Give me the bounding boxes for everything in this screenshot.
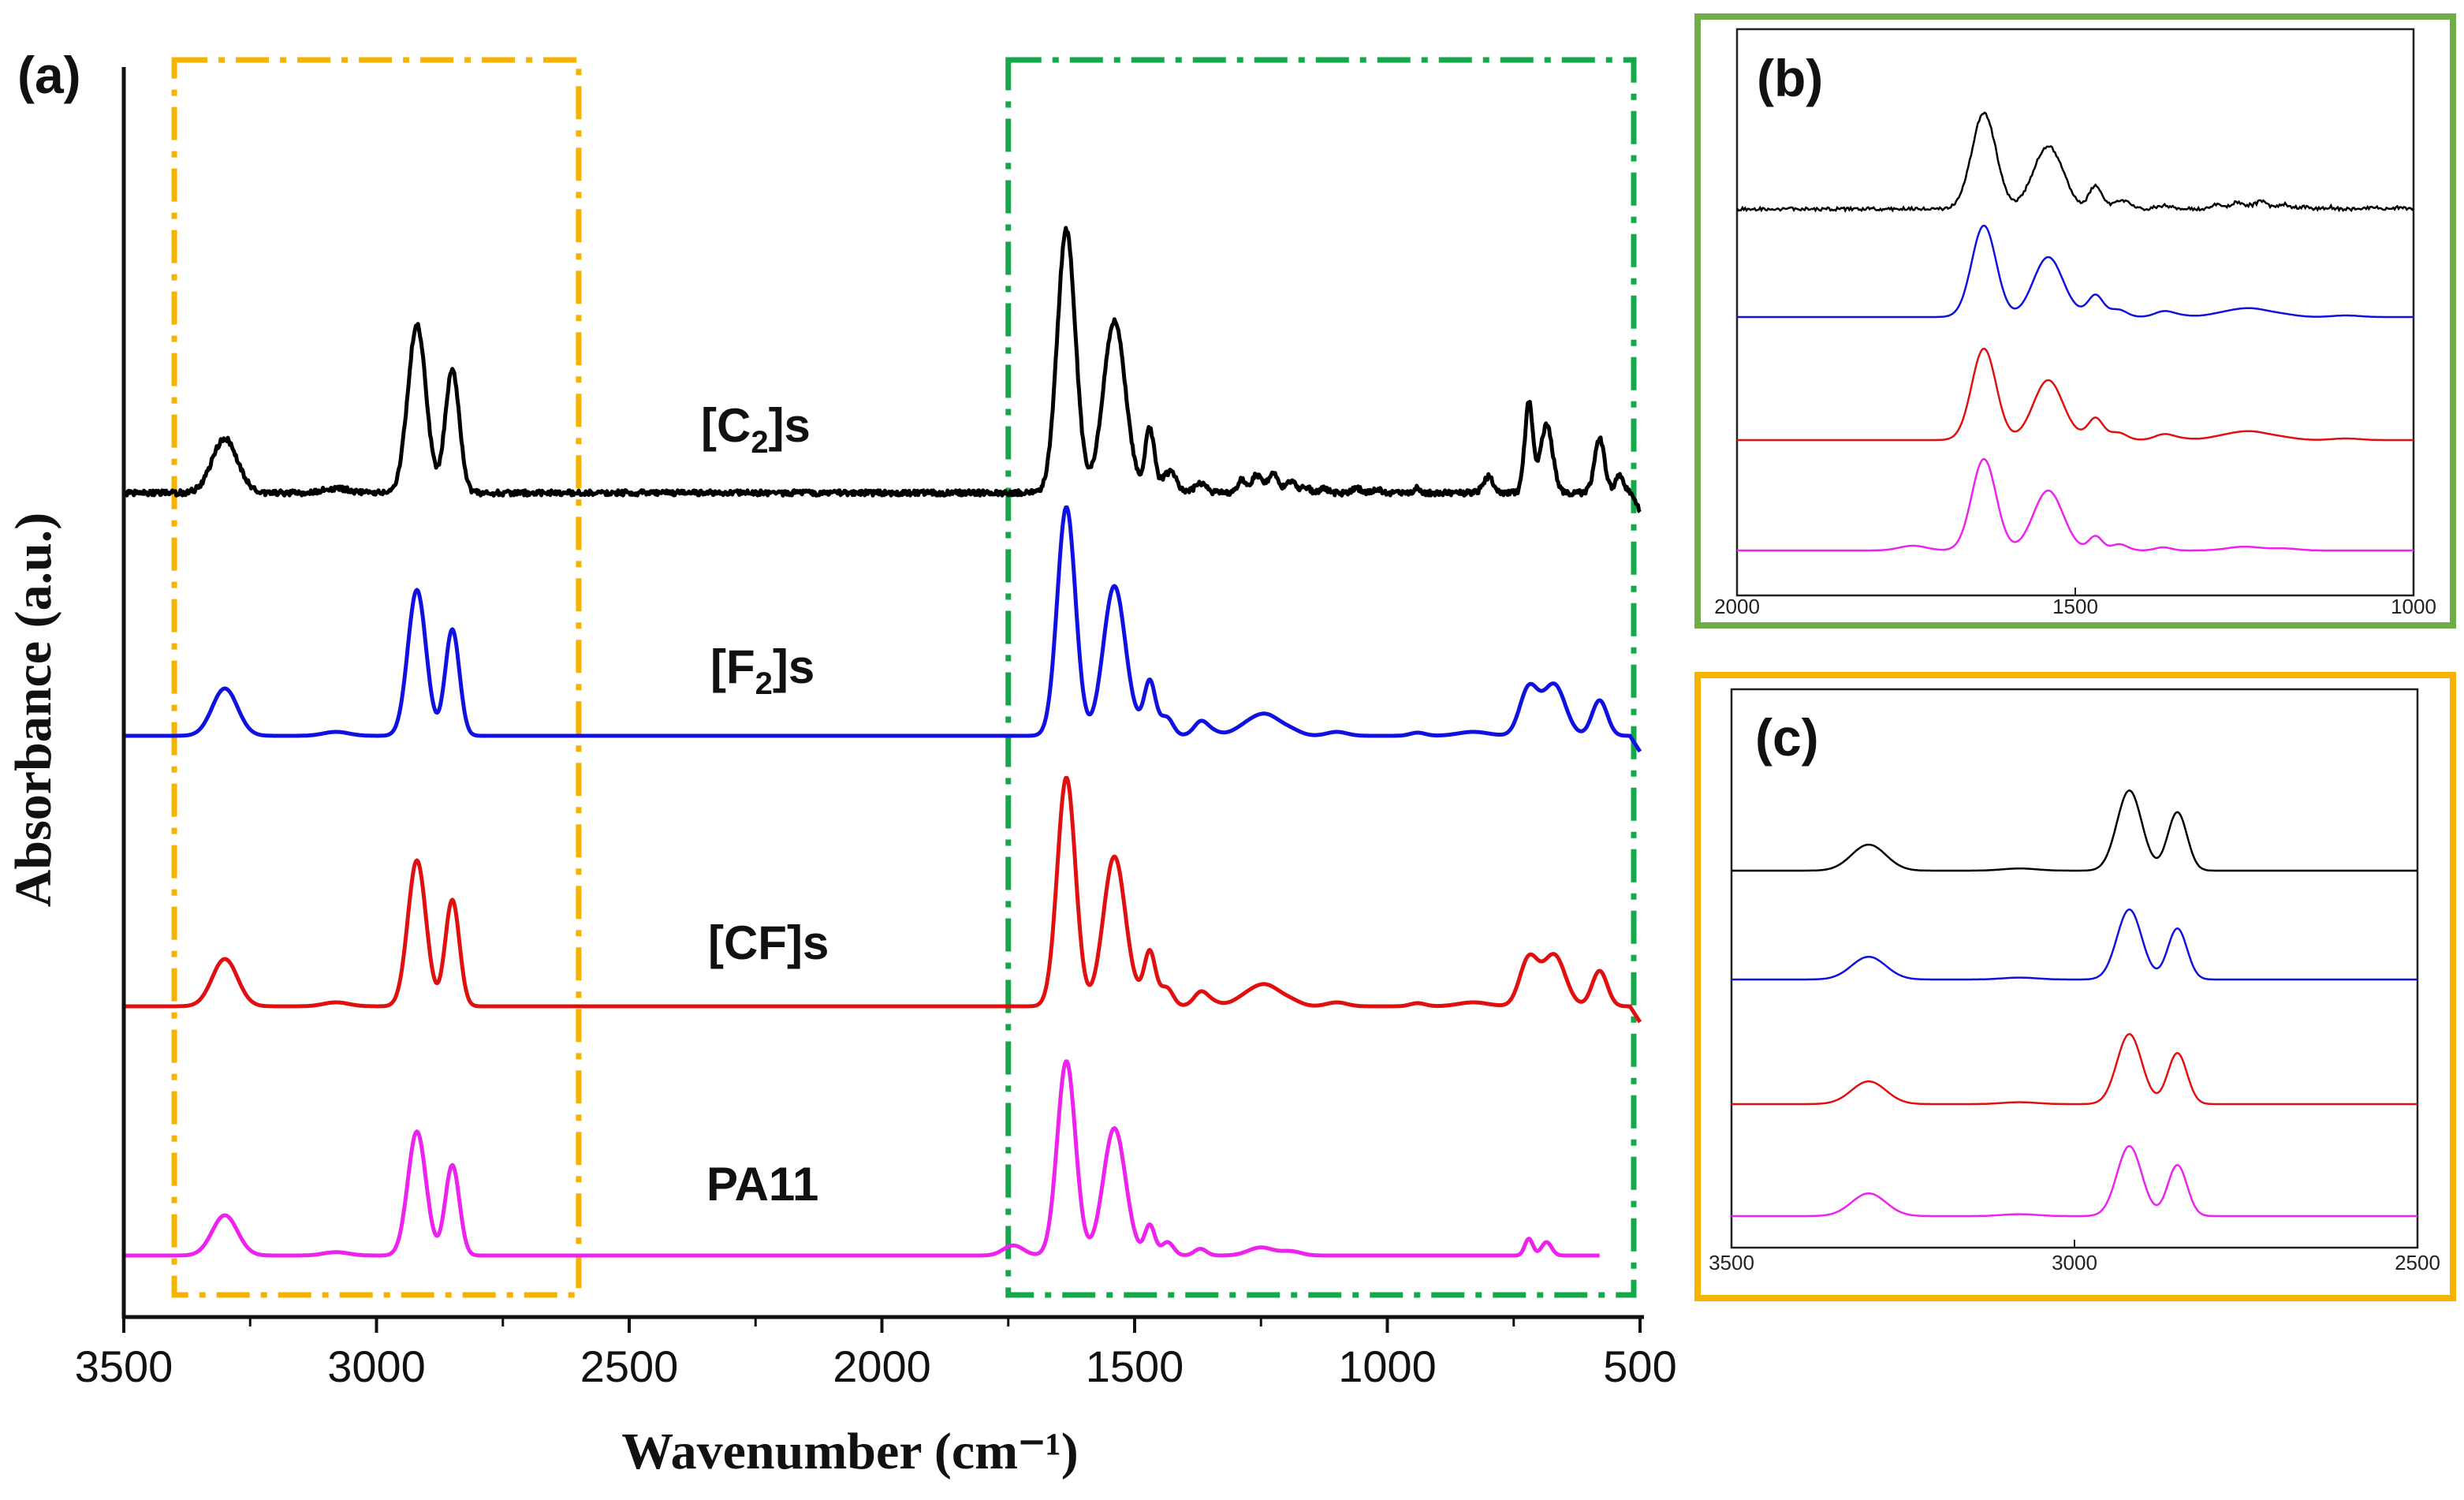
series-label-4: PA11 (706, 1158, 818, 1211)
panel-b: (b) 2000 1500 1000 (1694, 13, 2456, 629)
x-tick-label: 1000 (1338, 1341, 1437, 1391)
highlight-region-2 (1005, 57, 1637, 1298)
inset-b-spectrum-1 (1735, 111, 2414, 214)
inset-frame-b (1735, 28, 2415, 597)
highlight-region-1 (171, 57, 582, 1298)
inset-b-spectrum-4 (1737, 457, 2414, 552)
inset-border-b (1694, 13, 2456, 629)
series-label-main: [CF]s (708, 916, 829, 969)
series-label-main: [F (710, 640, 755, 693)
series-label-tail: ]s (773, 640, 814, 693)
spectrum-line-2 (122, 505, 1642, 753)
series-label-2: [F2]s (710, 640, 814, 701)
series-label-main: [C (701, 399, 751, 452)
spectrum-line-4 (122, 1059, 1601, 1258)
inset-b-tick-label: 1500 (2052, 595, 2098, 618)
panel-c: (c) 3500 3000 2500 (1694, 672, 2456, 1301)
inset-c-tick-label: 2500 (2395, 1251, 2440, 1274)
spectrum-line-1 (121, 226, 1642, 513)
inset-b-tick-label: 1000 (2391, 595, 2436, 618)
x-tick-label: 500 (1603, 1341, 1676, 1391)
series-label-1: [C2]s (701, 399, 811, 460)
highlight-regions (171, 57, 1637, 1298)
x-tick-label: 1500 (1086, 1341, 1184, 1391)
inset-c-spectrum-4 (1732, 1144, 2417, 1218)
axes-a: 3500 3000 2500 2000 1500 1000 500 (75, 67, 1677, 1391)
inset-frame-c (1730, 688, 2419, 1249)
inset-c-spectrum-1 (1732, 789, 2417, 872)
panel-a: (a) Absorbance (a.u.) Wavenumber (cm⁻¹) … (5, 46, 1677, 1480)
series-label-3: [CF]s (708, 916, 829, 969)
inset-c-ticks: 3500 3000 2500 (1709, 1240, 2440, 1274)
series-label-main: PA11 (706, 1158, 818, 1211)
inset-b-tick-label: 2000 (1714, 595, 1760, 618)
series-label-tail: ]s (769, 399, 811, 452)
inset-c-tick-label: 3000 (2052, 1251, 2097, 1274)
panel-label-b: (b) (1757, 49, 1823, 107)
panel-label-c: (c) (1755, 708, 1819, 767)
spectra-group (121, 226, 1642, 1258)
inset-b-spectra (1735, 111, 2414, 552)
inset-c-spectra (1732, 789, 2417, 1218)
x-tick-label: 2500 (580, 1341, 679, 1391)
inset-b-ticks: 2000 1500 1000 (1714, 588, 2436, 618)
inset-b-spectrum-2 (1737, 224, 2414, 319)
x-tick-label: 3500 (75, 1341, 173, 1391)
x-axis-title: Wavenumber (cm⁻¹) (621, 1423, 1079, 1480)
x-tick-label: 2000 (833, 1341, 931, 1391)
x-tick-label: 3000 (327, 1341, 426, 1391)
y-axis-title: Absorbance (a.u.) (5, 513, 62, 908)
inset-c-spectrum-3 (1732, 1032, 2417, 1106)
inset-c-tick-label: 3500 (1709, 1251, 1754, 1274)
spectrum-line-3 (122, 775, 1642, 1024)
inset-border-c (1694, 672, 2456, 1301)
inset-b-spectrum-3 (1737, 347, 2414, 442)
inset-c-spectrum-2 (1732, 908, 2417, 981)
series-label-sub: 2 (755, 666, 773, 701)
panel-label-a: (a) (17, 46, 81, 104)
series-label-sub: 2 (751, 425, 768, 460)
